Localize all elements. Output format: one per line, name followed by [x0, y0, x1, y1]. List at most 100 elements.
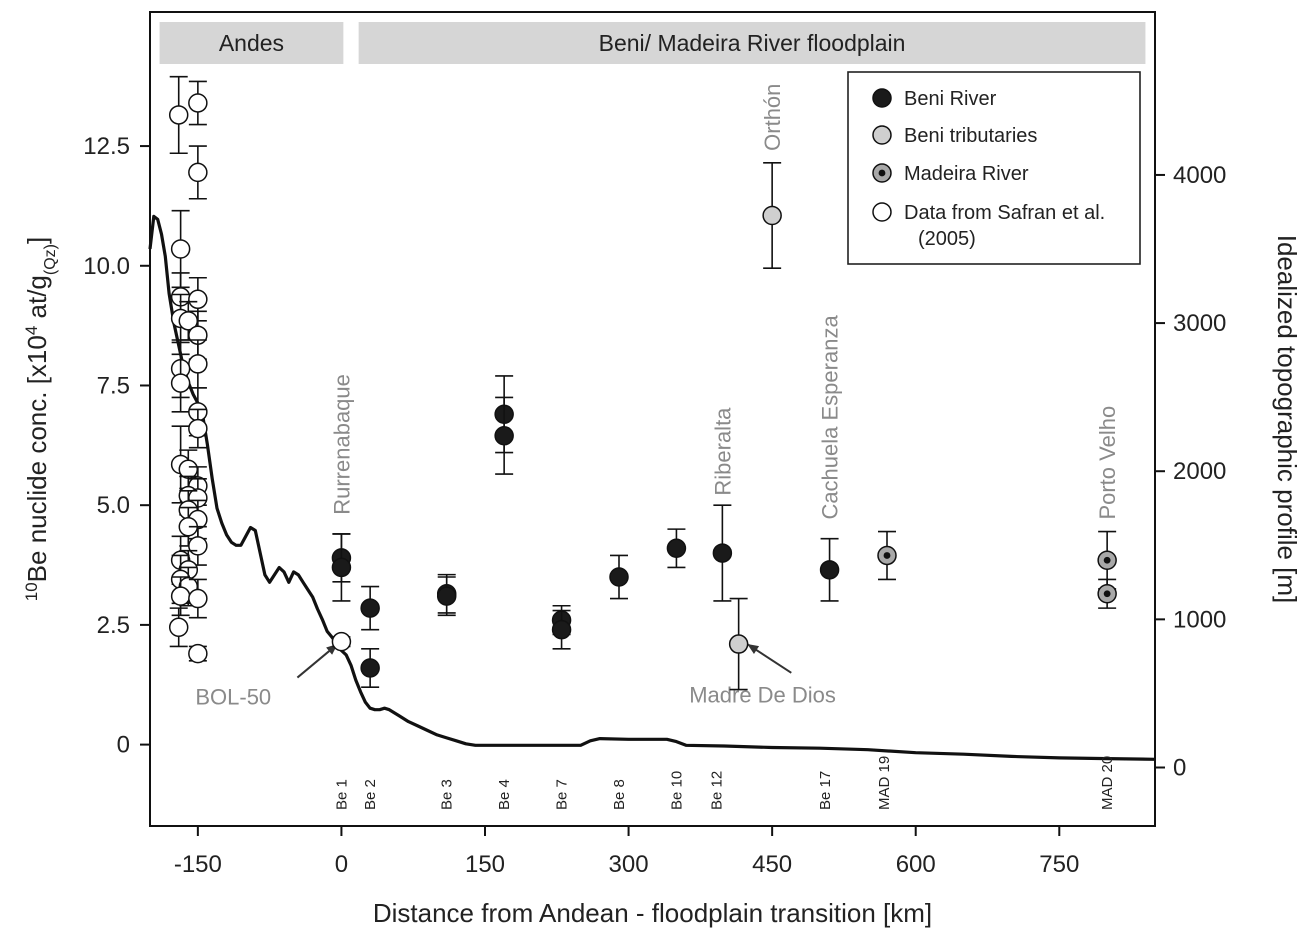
data-point [168, 607, 189, 648]
point-symbol [188, 93, 208, 113]
data-point [609, 554, 629, 600]
point-symbol [188, 643, 208, 664]
sample-label: Be 1 [333, 779, 350, 810]
legend-label: Beni River [904, 88, 997, 110]
data-point [188, 145, 208, 200]
x-tick-label: 0 [335, 851, 348, 878]
legend-label-line2: (2005) [918, 228, 976, 250]
y-tick-label: 7.5 [97, 372, 130, 399]
point-symbol [168, 617, 189, 638]
point-symbol [188, 418, 208, 439]
y-tick-label: 12.5 [83, 133, 130, 160]
point-symbol [331, 557, 352, 578]
point-symbol [762, 205, 782, 226]
annotation-label: Madre De Dios [689, 682, 836, 707]
data-point [494, 396, 514, 475]
point-symbol [712, 543, 733, 563]
point-marker [188, 588, 208, 609]
point-symbol [551, 619, 572, 640]
point-marker [188, 354, 208, 374]
site-labels: Rurrenabaque Riberalta Cachuela Esperanza P… [329, 84, 1120, 520]
x-tick-label: -150 [174, 851, 222, 878]
region-band-label: Beni/ Madeira River floodplain [599, 30, 906, 56]
sample-labels: Be 1 Be 2 Be 3 Be 4 Be 7 Be 8 Be 10 Be 12 Be 17 M… [333, 756, 1116, 810]
point-marker [188, 418, 208, 439]
annotation-label: BOL-50 [195, 685, 271, 710]
point-marker [872, 88, 892, 108]
point-symbol [168, 105, 189, 125]
sample-label: MAD 19 [876, 756, 893, 810]
legend-label: Beni tributaries [904, 125, 1037, 147]
y2-tick-label: 4000 [1173, 162, 1226, 189]
point-symbol [188, 162, 208, 183]
point-symbol [360, 598, 380, 618]
y2-tick-label: 1000 [1173, 606, 1226, 633]
sample-label: Be 8 [611, 779, 628, 810]
legend-label: Madeira River [904, 163, 1029, 185]
y-axis-title-unit: at/g [22, 275, 52, 326]
point-marker [331, 631, 352, 652]
y2-tick-label: 2000 [1173, 458, 1226, 485]
region-band [159, 22, 344, 64]
data-point [170, 353, 191, 413]
point-marker [494, 426, 514, 446]
point-symbol [170, 586, 191, 606]
point-symbol [170, 239, 191, 259]
sample-label: MAD 20 [1099, 756, 1116, 810]
x-axis-title: Distance from Andean - floodplain transi… [373, 898, 932, 928]
point-marker [762, 205, 782, 226]
y-axis-title-exponent: 4 [22, 326, 41, 335]
point-symbol [188, 588, 208, 609]
sample-label: Be 12 [709, 771, 726, 810]
point-marker-dot [883, 552, 891, 559]
point-marker [712, 543, 733, 563]
site-label: Orthón [760, 84, 785, 151]
point-marker [170, 373, 191, 393]
x-tick-label: 150 [465, 851, 505, 878]
point-marker [609, 567, 629, 587]
data-point [551, 609, 572, 650]
point-marker [728, 634, 749, 654]
point-symbol [188, 536, 208, 556]
data-point [1097, 578, 1117, 609]
point-marker [666, 538, 687, 559]
sample-label: Be 3 [439, 779, 456, 810]
data-point [666, 528, 687, 569]
data-point [712, 504, 733, 602]
point-marker [188, 536, 208, 556]
point-marker [872, 202, 892, 222]
data-point [728, 597, 749, 691]
point-marker [170, 586, 191, 606]
data-point [331, 631, 352, 652]
point-marker [819, 560, 840, 580]
y-axis-title-main: Be nuclide conc. [x10 [22, 335, 52, 582]
point-symbol [178, 459, 199, 480]
data-point [762, 162, 782, 269]
point-marker-dot [1103, 590, 1111, 598]
region-band-label: Andes [219, 30, 284, 56]
legend-label: Data from Safran et al. [904, 202, 1105, 224]
legend-symbol [872, 163, 892, 183]
point-marker-dot [1103, 556, 1111, 564]
point-symbol [877, 545, 897, 566]
data-point [188, 80, 208, 126]
region-bands: Andes Beni/ Madeira River floodplain [159, 22, 1146, 64]
point-marker [188, 289, 208, 310]
data-point [188, 339, 208, 389]
y-tick-label: 0 [117, 732, 130, 759]
data-point [168, 75, 189, 155]
legend: Beni River Beni tributaries Madeira River D… [847, 71, 1141, 265]
point-symbol [1097, 550, 1117, 571]
data-point [360, 585, 380, 631]
y-tick-label: 10.0 [83, 253, 130, 280]
y2-tick-label: 3000 [1173, 310, 1226, 337]
data-point [877, 530, 897, 581]
x-tick-label: 450 [752, 851, 792, 878]
point-marker [551, 619, 572, 640]
site-label: Porto Velho [1095, 406, 1120, 520]
point-marker [188, 162, 208, 183]
annotations: BOL-50 Madre De Dios [195, 643, 836, 710]
point-marker [168, 105, 189, 125]
data-point [170, 576, 191, 617]
y-axis-title-subscript: (Qz) [42, 244, 59, 275]
